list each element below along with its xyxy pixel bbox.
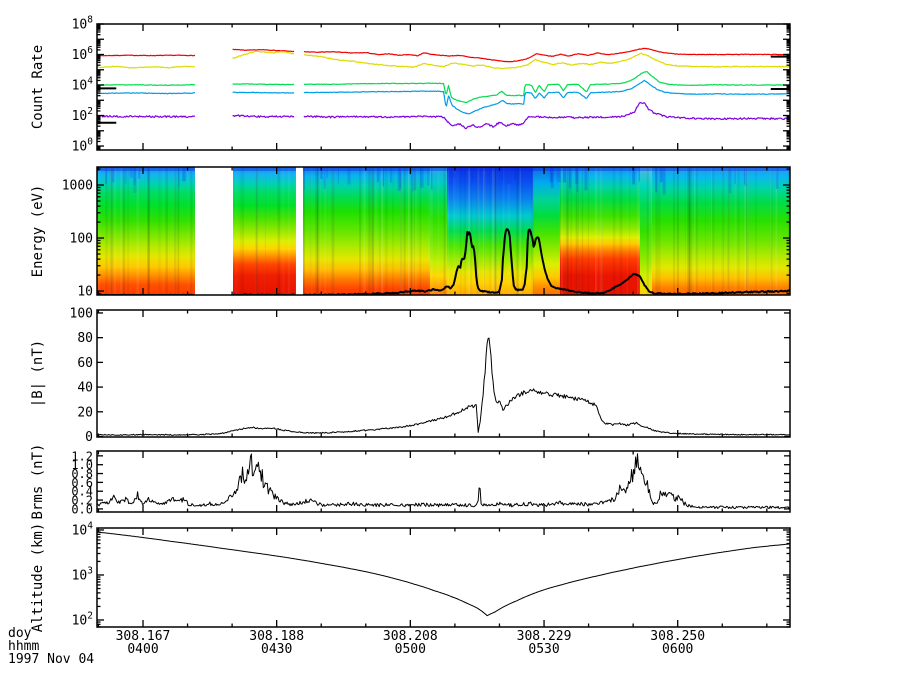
spectrogram-column bbox=[559, 167, 640, 295]
svg-text:0.4: 0.4 bbox=[71, 485, 93, 499]
series-b-rms bbox=[97, 453, 790, 510]
panel-b_mag: 0 20 40 60 80 100 |B| (nT) bbox=[30, 306, 791, 445]
svg-text:308.167: 308.167 bbox=[116, 629, 171, 644]
svg-text:308.188: 308.188 bbox=[249, 629, 304, 644]
svg-text:1000: 1000 bbox=[62, 179, 93, 194]
svg-text:100: 100 bbox=[72, 137, 94, 155]
series-channel-1 bbox=[97, 47, 790, 63]
svg-text:40: 40 bbox=[77, 381, 93, 396]
series-channel-5 bbox=[97, 101, 790, 130]
svg-text:308.229: 308.229 bbox=[517, 629, 572, 644]
panel-border bbox=[96, 309, 791, 438]
series-channel-2 bbox=[97, 50, 790, 70]
y-axis-title-altitude: Altitude (km) bbox=[30, 523, 46, 633]
date-label: 1997 Nov 04 bbox=[8, 652, 95, 667]
series-channel-3 bbox=[97, 71, 790, 104]
panel-border bbox=[96, 527, 791, 628]
svg-text:308.250: 308.250 bbox=[650, 629, 705, 644]
spectrogram-column bbox=[639, 167, 652, 295]
svg-text:10: 10 bbox=[77, 285, 93, 300]
series-spacecraft-altitude bbox=[97, 531, 790, 617]
svg-text:100: 100 bbox=[70, 232, 93, 247]
spectrogram-column bbox=[232, 167, 296, 295]
y-tick-labels: 10 100 1000 bbox=[62, 179, 93, 300]
svg-text:60: 60 bbox=[77, 356, 93, 371]
svg-text:0.6: 0.6 bbox=[71, 476, 93, 490]
spectrogram-column bbox=[446, 167, 533, 295]
svg-text:0430: 0430 bbox=[261, 642, 292, 657]
spectrogram-column bbox=[302, 167, 430, 295]
svg-text:106: 106 bbox=[72, 45, 94, 63]
svg-text:1.2: 1.2 bbox=[71, 449, 93, 463]
panel-energy: 10 100 1000 Energy (eV) bbox=[30, 166, 791, 300]
x-axis-row2-label: hhmm bbox=[8, 639, 40, 654]
x-axis-row1-label: doy bbox=[8, 626, 32, 641]
y-tick-labels: 102 103 104 bbox=[72, 520, 94, 628]
y-tick-labels: 100 102 104 106 108 bbox=[72, 15, 94, 155]
svg-text:1.0: 1.0 bbox=[71, 458, 93, 472]
axis-ticks bbox=[97, 167, 790, 295]
svg-text:0.8: 0.8 bbox=[71, 467, 93, 481]
axis-ticks bbox=[97, 451, 790, 512]
panel-brms: 0.00.20.40.60.81.01.2 Brms (nT) bbox=[30, 444, 791, 520]
spectrogram-column bbox=[429, 167, 447, 295]
data-gap bbox=[295, 167, 303, 295]
y-tick-labels: 0.00.20.40.60.81.01.2 bbox=[71, 449, 93, 516]
panel-altitude: 102 103 104 Altitude (km) bbox=[30, 520, 791, 633]
data-gap bbox=[194, 167, 233, 295]
panel-border bbox=[96, 166, 791, 296]
y-axis-title-energy: Energy (eV) bbox=[30, 185, 46, 278]
panel-border bbox=[96, 23, 791, 151]
series-b-magnitude bbox=[97, 337, 790, 436]
svg-text:0400: 0400 bbox=[127, 642, 158, 657]
y-axis-title-b_mag: |B| (nT) bbox=[30, 340, 46, 407]
svg-text:80: 80 bbox=[77, 331, 93, 346]
spectrogram-column bbox=[97, 167, 195, 295]
svg-text:100: 100 bbox=[70, 306, 93, 321]
svg-text:103: 103 bbox=[72, 565, 93, 583]
axis-ticks bbox=[97, 310, 790, 438]
y-axis-title-count_rate: Count Rate bbox=[30, 45, 46, 129]
svg-text:104: 104 bbox=[72, 76, 94, 94]
spectrogram-column bbox=[651, 167, 790, 295]
svg-text:0530: 0530 bbox=[528, 642, 559, 657]
svg-text:0500: 0500 bbox=[395, 642, 426, 657]
svg-text:308.208: 308.208 bbox=[383, 629, 438, 644]
svg-text:102: 102 bbox=[72, 610, 93, 628]
svg-text:104: 104 bbox=[72, 520, 94, 538]
svg-text:108: 108 bbox=[72, 15, 94, 33]
svg-text:0.2: 0.2 bbox=[71, 494, 93, 508]
axis-ticks bbox=[97, 528, 790, 628]
axis-ticks bbox=[97, 23, 790, 151]
svg-text:0600: 0600 bbox=[662, 642, 693, 657]
series-channel-4 bbox=[97, 79, 790, 115]
y-axis-title-brms: Brms (nT) bbox=[30, 444, 46, 520]
svg-text:0: 0 bbox=[85, 430, 93, 445]
y-tick-labels: 0 20 40 60 80 100 bbox=[70, 306, 93, 445]
svg-text:20: 20 bbox=[77, 405, 93, 420]
panel-border bbox=[96, 450, 791, 513]
panel-count_rate: 100 102 104 106 108 Count Rate bbox=[30, 15, 791, 155]
svg-text:102: 102 bbox=[72, 106, 93, 124]
svg-text:0.0: 0.0 bbox=[71, 502, 93, 516]
